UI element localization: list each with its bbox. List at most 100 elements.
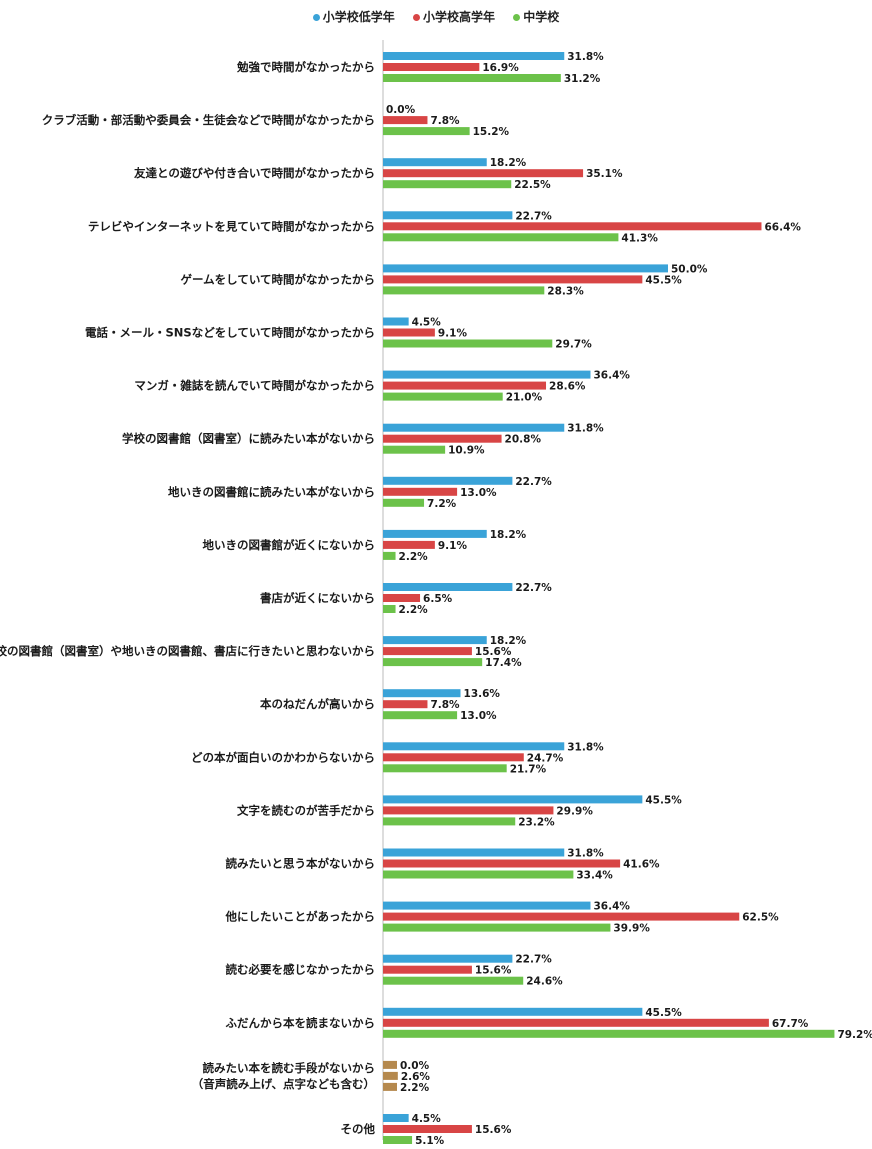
legend-item-series-2: 小学校高学年 — [412, 8, 495, 25]
data-label: 20.8% — [505, 434, 542, 446]
data-label: 33.4% — [576, 870, 613, 882]
data-label: 18.2% — [490, 529, 527, 541]
bar-series-3 — [383, 1082, 397, 1091]
data-label: 5.1% — [415, 1135, 445, 1145]
category-label: （音声読み上げ、点字なども含む） — [192, 1077, 375, 1091]
data-label: 67.7% — [772, 1018, 809, 1030]
category-label: 文字を読むのが苦手だから — [237, 803, 375, 817]
data-label: 45.5% — [645, 794, 682, 806]
data-label: 28.3% — [547, 285, 584, 297]
data-label: 0.0% — [400, 1060, 430, 1072]
data-label: 22.7% — [515, 582, 552, 594]
data-label: 31.8% — [567, 848, 604, 860]
category-label: 学校の図書館（図書室）や地いきの図書館、書店に行きたいと思わないから — [0, 644, 375, 658]
bar-series-3 — [383, 74, 561, 82]
data-label: 9.1% — [438, 540, 468, 552]
category-label: 学校の図書館（図書室）に読みたい本がないから — [122, 432, 375, 446]
category-label: 読む必要を感じなかったから — [226, 963, 376, 977]
bar-series-1 — [383, 529, 487, 538]
data-label: 31.8% — [567, 51, 604, 63]
bar-series-1 — [383, 158, 487, 167]
bar-series-2 — [383, 222, 762, 231]
data-label: 10.9% — [448, 445, 485, 457]
data-label: 24.6% — [526, 976, 563, 988]
data-label: 22.7% — [515, 954, 552, 966]
bar-series-1 — [383, 1114, 409, 1122]
category-label: その他 — [341, 1122, 376, 1136]
category-label: マンガ・雑誌を読んでいて時間がなかったから — [134, 379, 375, 393]
category-label: 勉強で時間がなかったから — [236, 60, 375, 74]
bar-series-3 — [383, 870, 574, 879]
data-label: 31.2% — [564, 73, 601, 85]
data-label: 79.2% — [837, 1029, 872, 1041]
bar-series-3 — [383, 445, 446, 454]
data-label: 7.2% — [427, 498, 457, 510]
data-label: 13.0% — [460, 487, 497, 499]
bar-series-2 — [383, 63, 480, 71]
category-label: 読みたい本を読む手段がないから — [203, 1061, 376, 1075]
bar-series-1 — [383, 264, 668, 273]
bar-series-2 — [383, 859, 621, 868]
bar-series-1 — [383, 476, 513, 485]
category-label: 書店が近くにないから — [260, 591, 375, 605]
bar-series-3 — [383, 127, 470, 136]
data-label: 15.2% — [473, 126, 510, 138]
bar-series-3 — [383, 233, 619, 242]
category-label: 読みたいと思う本がないから — [226, 857, 376, 871]
bar-series-2 — [383, 965, 472, 974]
data-label: 4.5% — [412, 317, 442, 329]
data-label: 39.9% — [613, 923, 650, 935]
bar-series-1 — [383, 742, 565, 751]
bar-series-2 — [383, 275, 643, 284]
bar-series-3 — [383, 498, 425, 507]
bar-series-2 — [383, 434, 502, 443]
bar-series-1 — [383, 795, 643, 804]
data-label: 22.5% — [514, 179, 551, 191]
data-label: 45.5% — [645, 1007, 682, 1019]
bar-series-2 — [383, 912, 740, 921]
bar-series-1 — [383, 370, 591, 379]
data-label: 4.5% — [412, 1113, 442, 1125]
bar-series-2 — [383, 487, 458, 496]
bar-series-2 — [383, 753, 524, 762]
data-label: 62.5% — [742, 912, 779, 924]
category-label: クラブ活動・部活動や委員会・生徒会などで時間がなかったから — [42, 113, 375, 127]
bar-series-1 — [383, 52, 565, 60]
data-label: 41.6% — [623, 859, 660, 871]
data-label: 45.5% — [645, 274, 682, 286]
data-label: 18.2% — [490, 157, 527, 169]
bar-series-3 — [383, 923, 611, 932]
data-label: 31.8% — [567, 741, 604, 753]
legend-item-series-1: 小学校低学年 — [312, 8, 395, 25]
data-label: 29.9% — [556, 805, 593, 817]
bar-series-3 — [383, 392, 503, 401]
data-label: 21.7% — [510, 763, 547, 775]
bar-series-3 — [383, 711, 458, 720]
category-label: 地いきの図書館が近くにないから — [203, 538, 376, 552]
bar-series-3 — [383, 658, 483, 667]
bar-series-2 — [383, 1018, 769, 1027]
category-label: 本のねだんが高いから — [260, 697, 375, 711]
bar-series-1 — [383, 423, 565, 432]
data-label: 35.1% — [586, 168, 623, 180]
bar-series-2 — [383, 328, 435, 337]
bar-series-1 — [383, 848, 565, 857]
data-label: 23.2% — [518, 816, 555, 828]
data-label: 13.0% — [460, 710, 497, 722]
bar-series-1 — [383, 689, 461, 698]
bar-series-3 — [383, 180, 512, 189]
bar-series-2 — [383, 594, 421, 602]
bar-series-3 — [383, 551, 396, 560]
data-label: 0.0% — [386, 104, 416, 116]
bar-series-3 — [383, 1029, 835, 1038]
legend: 小学校低学年 小学校高学年 中学校 — [0, 8, 872, 25]
category-label: 友達との遊びや付き合いで時間がなかったから — [134, 166, 375, 180]
bar-series-3 — [383, 817, 516, 826]
bar-series-3 — [383, 1136, 413, 1144]
data-label: 36.4% — [593, 901, 630, 913]
bar-series-2 — [383, 169, 584, 178]
bar-series-3 — [383, 764, 507, 773]
bar-series-1 — [383, 583, 513, 591]
